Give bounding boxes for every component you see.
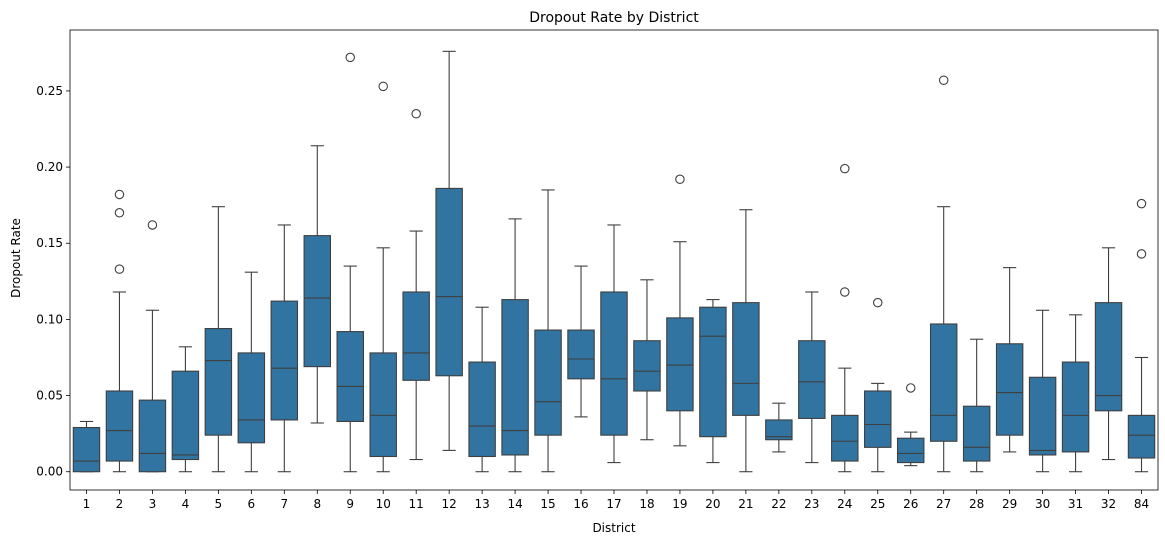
y-tick-label: 0.20 [36,160,63,174]
x-tick-label: 32 [1101,497,1116,511]
box [896,437,925,464]
x-tick-label: 20 [705,497,720,511]
x-tick-label: 5 [215,497,223,511]
x-tick-label: 18 [639,497,654,511]
chart-title: Dropout Rate by District [529,10,699,26]
box [1061,361,1090,453]
y-tick-label: 0.15 [36,236,63,250]
box [765,419,793,441]
outlier-point [345,52,355,63]
box [798,340,826,419]
x-tick-label: 29 [1002,497,1017,511]
box [929,323,958,442]
box [171,370,200,461]
box [402,291,430,381]
outlier-point [114,189,125,200]
x-tick-label: 25 [870,497,885,511]
box [237,352,266,444]
box [1028,376,1057,456]
box [962,405,991,462]
outlier-point [378,81,388,92]
box [666,317,694,412]
y-tick-label: 0.10 [36,312,63,326]
x-tick-label: 84 [1134,497,1149,511]
x-tick-label: 23 [804,497,819,511]
box [138,399,167,473]
x-tick-label: 2 [116,497,124,511]
box [435,187,463,377]
box [1094,302,1123,412]
outlier-point [840,163,850,174]
x-tick-label: 3 [149,497,157,511]
x-tick-label: 27 [936,497,951,511]
x-tick-label: 14 [507,497,522,511]
y-tick-label: 0.05 [36,389,63,403]
box [501,299,529,456]
box [567,329,595,380]
box [633,340,661,392]
box [534,329,562,436]
x-tick-label: 12 [442,497,457,511]
box [369,352,397,458]
x-tick-label: 7 [280,497,288,511]
outlier-point [675,174,685,185]
box [1127,414,1156,459]
plot-area: 0.000.050.100.150.200.251 2 3 4 5 6 7 8 9 10 11 12 1… [36,50,1156,511]
box [336,331,364,423]
outlier-point [147,220,158,230]
y-tick-label: 0.00 [36,465,63,479]
outlier-point [114,208,125,218]
outlier-point [1136,198,1147,209]
x-tick-label: 16 [573,497,588,511]
x-tick-label: 21 [738,497,753,511]
plot-frame [69,29,1159,491]
x-tick-label: 9 [346,497,354,511]
x-tick-label: 24 [837,497,852,511]
x-tick-label: 22 [771,497,786,511]
x-tick-label: 10 [376,497,391,511]
x-tick-label: 13 [474,497,489,511]
box [468,361,496,458]
outlier-point [114,264,125,274]
box [72,426,101,473]
box [600,291,628,436]
outlier-point [1136,249,1147,259]
box [204,327,233,436]
box [105,390,134,462]
outlier-point [938,75,949,86]
box [303,235,332,368]
outlier-point [840,287,850,297]
x-tick-label: 1 [83,497,91,511]
x-tick-label: 26 [903,497,918,511]
x-tick-label: 15 [540,497,555,511]
y-axis-label: Dropout Rate [9,218,23,298]
outlier-point [905,383,916,393]
box [732,302,760,416]
y-tick-label: 0.25 [36,84,63,98]
x-tick-label: 31 [1068,497,1083,511]
box [864,390,892,448]
x-tick-label: 28 [969,497,984,511]
x-tick-label: 8 [313,497,321,511]
x-axis-label: District [592,521,635,535]
x-tick-label: 19 [672,497,687,511]
x-tick-label: 17 [606,497,621,511]
x-tick-label: 4 [182,497,190,511]
outlier-point [411,109,421,119]
box [699,306,727,438]
x-tick-label: 30 [1035,497,1050,511]
outlier-point [873,297,883,308]
box [995,343,1024,436]
x-tick-label: 6 [248,497,256,511]
box [270,300,299,421]
box [831,414,859,462]
x-tick-label: 11 [409,497,424,511]
